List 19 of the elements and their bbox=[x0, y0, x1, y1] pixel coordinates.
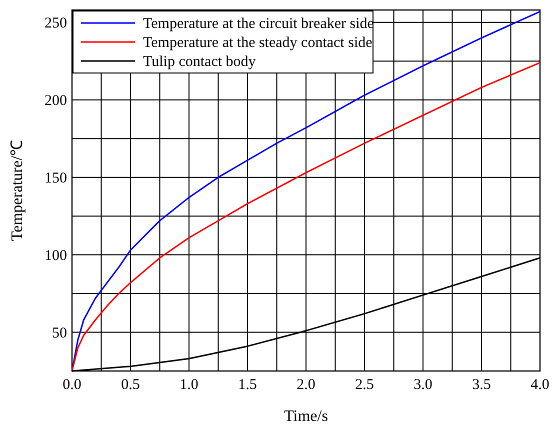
x-tick-label: 1.0 bbox=[180, 377, 198, 393]
y-axis-title: Temperature/℃ bbox=[9, 140, 26, 242]
legend-label: Tulip contact body bbox=[143, 54, 256, 70]
x-tick-label: 2.5 bbox=[355, 377, 374, 393]
x-axis-title: Time/s bbox=[284, 408, 328, 425]
x-tick-label: 1.5 bbox=[238, 377, 257, 393]
y-tick-label: 250 bbox=[44, 15, 67, 32]
x-tick-label: 4.0 bbox=[530, 377, 550, 393]
x-tick-label: 2.0 bbox=[296, 377, 316, 393]
y-tick-label: 200 bbox=[44, 92, 67, 109]
y-tick-label: 100 bbox=[44, 248, 67, 264]
y-tick-label: 50 bbox=[52, 325, 67, 342]
legend-label: Temperature at the steady contact side bbox=[143, 35, 373, 51]
y-tick-label: 150 bbox=[44, 170, 67, 186]
legend-label: Temperature at the circuit breaker side bbox=[143, 16, 374, 32]
x-tick-label: 3.0 bbox=[414, 377, 432, 393]
x-tick-label: 0.0 bbox=[62, 377, 82, 393]
x-tick-label: 0.5 bbox=[121, 377, 140, 393]
x-tick-label: 3.5 bbox=[472, 377, 491, 393]
